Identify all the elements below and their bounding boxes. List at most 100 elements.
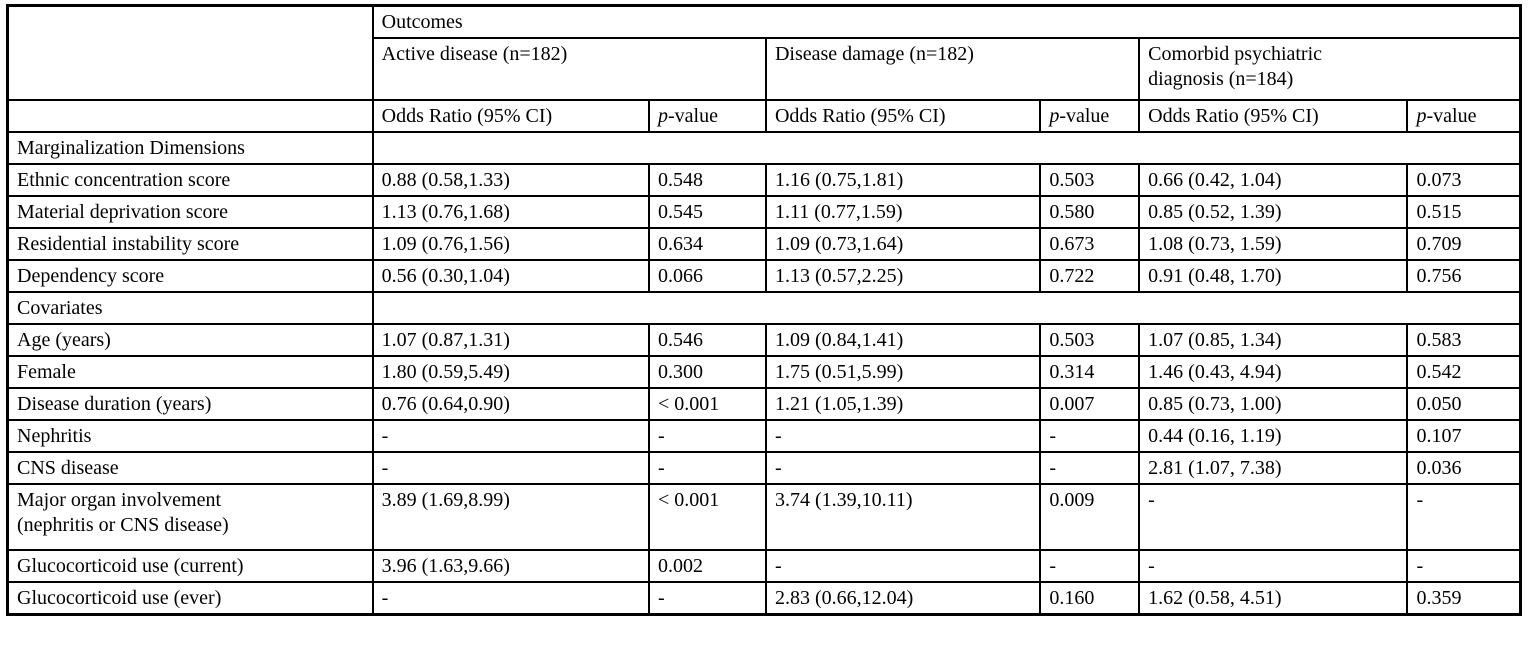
row-label: Material deprivation score: [6, 195, 374, 229]
table-row-glucocorticoid-ever: Glucocorticoid use (ever) - - 2.83 (0.66…: [6, 581, 1522, 616]
table-row-glucocorticoid-current: Glucocorticoid use (current) 3.96 (1.63,…: [6, 549, 1522, 583]
section-filler: [371, 131, 1522, 165]
or-cell: 1.75 (0.51,5.99): [764, 355, 1042, 389]
row-label: Dependency score: [6, 259, 374, 293]
p-cell: -: [1406, 483, 1522, 551]
p-cell: 0.580: [1039, 195, 1141, 229]
or-cell: 0.91 (0.48, 1.70): [1138, 259, 1409, 293]
colhead-pvalue-psychiatric: p-value: [1406, 99, 1522, 133]
p-cell: 0.634: [647, 227, 767, 261]
or-cell: 0.56 (0.30,1.04): [371, 259, 650, 293]
group-header-active-disease: Active disease (n=182): [371, 37, 767, 101]
or-cell: 0.66 (0.42, 1.04): [1138, 163, 1409, 197]
p-cell: 0.673: [1039, 227, 1141, 261]
or-cell: 1.46 (0.43, 4.94): [1138, 355, 1409, 389]
p-cell: -: [1039, 419, 1141, 453]
p-cell: -: [1039, 549, 1141, 583]
p-italic: p: [657, 105, 668, 127]
table-row-residential-instability: Residential instability score 1.09 (0.76…: [6, 227, 1522, 261]
or-cell: -: [1138, 483, 1409, 551]
or-cell: -: [764, 419, 1042, 453]
p-cell: 0.709: [1406, 227, 1522, 261]
odds-ratio-results-table: Outcomes Active disease (n=182) Disease …: [6, 4, 1522, 616]
p-cell: 0.007: [1039, 387, 1141, 421]
top-left-blank-cell: [6, 4, 374, 101]
outcomes-title: Outcomes: [371, 4, 1522, 39]
p-cell: 0.073: [1406, 163, 1522, 197]
table-row-major-organ-involvement: Major organ involvement (nephritis or CN…: [6, 483, 1522, 551]
or-cell: 1.21 (1.05,1.39): [764, 387, 1042, 421]
or-cell: 1.07 (0.87,1.31): [371, 323, 650, 357]
p-italic: p: [1049, 105, 1060, 127]
p-cell: 0.546: [647, 323, 767, 357]
section-label: Marginalization Dimensions: [6, 131, 374, 165]
colhead-odds-ratio-active: Odds Ratio (95% CI): [371, 99, 650, 133]
p-cell: 0.545: [647, 195, 767, 229]
row-label: Ethnic concentration score: [6, 163, 374, 197]
p-cell: 0.300: [647, 355, 767, 389]
p-cell: 0.722: [1039, 259, 1141, 293]
section-row-covariates: Covariates: [6, 291, 1522, 325]
p-cell: -: [1406, 549, 1522, 583]
table-row-cns-disease: CNS disease - - - - 2.81 (1.07, 7.38) 0.…: [6, 451, 1522, 485]
or-cell: 3.89 (1.69,8.99): [371, 483, 650, 551]
group-header-active-disease-label: Active disease (n=182): [381, 43, 568, 65]
or-cell: 2.83 (0.66,12.04): [764, 581, 1042, 616]
colhead-odds-ratio-damage: Odds Ratio (95% CI): [764, 99, 1042, 133]
group-header-disease-damage-label: Disease damage (n=182): [774, 43, 974, 65]
or-cell: 1.80 (0.59,5.49): [371, 355, 650, 389]
p-cell: 0.542: [1406, 355, 1522, 389]
table-row-material-deprivation: Material deprivation score 1.13 (0.76,1.…: [6, 195, 1522, 229]
p-cell: 0.160: [1039, 581, 1141, 616]
or-cell: 0.88 (0.58,1.33): [371, 163, 650, 197]
p-cell: 0.515: [1406, 195, 1522, 229]
row-label: Female: [6, 355, 374, 389]
p-cell: -: [647, 419, 767, 453]
colhead-odds-ratio-psychiatric: Odds Ratio (95% CI): [1138, 99, 1409, 133]
p-cell: 0.583: [1406, 323, 1522, 357]
p-rest: -value: [1426, 105, 1477, 127]
or-cell: 3.74 (1.39,10.11): [764, 483, 1042, 551]
or-cell: 0.76 (0.64,0.90): [371, 387, 650, 421]
row-label: Glucocorticoid use (ever): [6, 581, 374, 616]
or-cell: 3.96 (1.63,9.66): [371, 549, 650, 583]
or-cell: 1.08 (0.73, 1.59): [1138, 227, 1409, 261]
row-label: Major organ involvement (nephritis or CN…: [6, 483, 374, 551]
p-italic: p: [1416, 105, 1427, 127]
group-header-disease-damage: Disease damage (n=182): [764, 37, 1141, 101]
table-row-ethnic-concentration: Ethnic concentration score 0.88 (0.58,1.…: [6, 163, 1522, 197]
row-label: Age (years): [6, 323, 374, 357]
or-cell: 1.62 (0.58, 4.51): [1138, 581, 1409, 616]
or-cell: -: [371, 419, 650, 453]
p-cell: 0.314: [1039, 355, 1141, 389]
or-cell: 2.81 (1.07, 7.38): [1138, 451, 1409, 485]
colhead-blank-cell: [6, 99, 374, 133]
or-cell: 1.09 (0.76,1.56): [371, 227, 650, 261]
or-cell: 1.11 (0.77,1.59): [764, 195, 1042, 229]
or-cell: 0.85 (0.52, 1.39): [1138, 195, 1409, 229]
or-cell: 0.44 (0.16, 1.19): [1138, 419, 1409, 453]
p-cell: 0.009: [1039, 483, 1141, 551]
p-cell: < 0.001: [647, 483, 767, 551]
p-rest: -value: [1059, 105, 1110, 127]
or-cell: 1.09 (0.73,1.64): [764, 227, 1042, 261]
outcomes-header-row: Outcomes: [6, 4, 1522, 101]
p-cell: 0.002: [647, 549, 767, 583]
row-label: Glucocorticoid use (current): [6, 549, 374, 583]
section-filler: [371, 291, 1522, 325]
section-row-marginalization: Marginalization Dimensions: [6, 131, 1522, 165]
p-cell: 0.050: [1406, 387, 1522, 421]
or-cell: 1.13 (0.57,2.25): [764, 259, 1042, 293]
p-cell: -: [1039, 451, 1141, 485]
group-header-comorbid-psychiatric: Comorbid psychiatric diagnosis (n=184): [1138, 37, 1522, 101]
row-label: CNS disease: [6, 451, 374, 485]
p-cell: 0.107: [1406, 419, 1522, 453]
p-cell: < 0.001: [647, 387, 767, 421]
table-row-disease-duration: Disease duration (years) 0.76 (0.64,0.90…: [6, 387, 1522, 421]
row-label-text: Major organ involvement (nephritis or CN…: [17, 489, 229, 536]
section-label: Covariates: [6, 291, 374, 325]
row-label: Residential instability score: [6, 227, 374, 261]
colhead-pvalue-active: p-value: [647, 99, 767, 133]
or-cell: 1.16 (0.75,1.81): [764, 163, 1042, 197]
